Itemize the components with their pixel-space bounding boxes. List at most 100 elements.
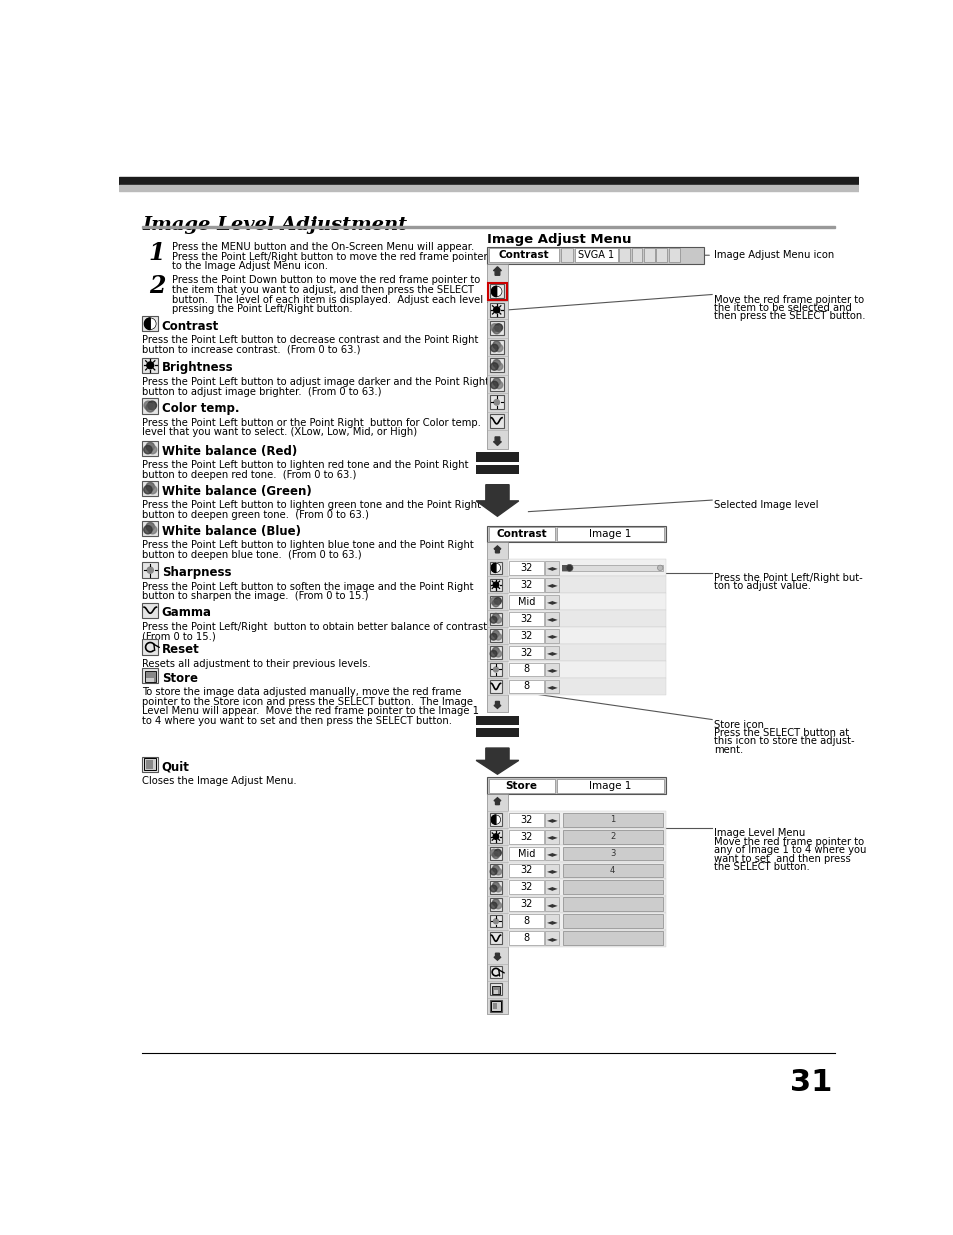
Text: the item that you want to adjust, and then press the SELECT: the item that you want to adjust, and th…: [172, 285, 474, 295]
Bar: [562, 846, 661, 861]
Circle shape: [495, 382, 502, 389]
Bar: [142, 441, 158, 456]
Text: Sharpness: Sharpness: [162, 567, 232, 579]
Bar: [489, 630, 501, 642]
Circle shape: [490, 885, 497, 892]
FancyArrow shape: [494, 546, 500, 553]
Text: 32: 32: [519, 831, 532, 841]
Text: 32: 32: [519, 899, 532, 909]
Wedge shape: [491, 563, 496, 573]
Circle shape: [147, 362, 153, 369]
Text: Mid: Mid: [517, 848, 535, 858]
Bar: [545, 611, 558, 626]
Bar: [545, 931, 558, 945]
Bar: [487, 777, 665, 794]
Circle shape: [493, 919, 497, 924]
Bar: [545, 914, 558, 929]
Circle shape: [495, 634, 501, 640]
Bar: [562, 898, 661, 911]
Circle shape: [495, 885, 501, 892]
Text: 31: 31: [789, 1068, 831, 1098]
Circle shape: [491, 563, 500, 573]
Bar: [489, 882, 501, 894]
Circle shape: [492, 647, 498, 655]
Bar: [509, 578, 543, 592]
Bar: [545, 662, 558, 677]
Bar: [489, 830, 501, 842]
Bar: [142, 226, 835, 227]
Circle shape: [492, 866, 498, 872]
Text: ◄►: ◄►: [546, 866, 558, 874]
FancyArrow shape: [494, 953, 500, 960]
Text: 2: 2: [609, 832, 615, 841]
Bar: [489, 915, 501, 927]
Text: Press the Point Left/Right button to move the red frame pointer: Press the Point Left/Right button to mov…: [172, 252, 487, 262]
Text: button to deepen green tone.  (From 0 to 63.): button to deepen green tone. (From 0 to …: [142, 510, 369, 520]
Text: Level Menu will appear.  Move the red frame pointer to the Image 1: Level Menu will appear. Move the red fra…: [142, 706, 479, 716]
Wedge shape: [491, 815, 496, 824]
Bar: [119, 178, 858, 185]
FancyArrow shape: [493, 437, 500, 446]
Bar: [545, 646, 558, 659]
Text: Move the red frame pointer to: Move the red frame pointer to: [713, 294, 862, 305]
Bar: [557, 527, 663, 541]
Text: Image Level Menu: Image Level Menu: [713, 829, 804, 839]
Text: Color temp.: Color temp.: [162, 403, 239, 415]
Circle shape: [144, 526, 152, 534]
Bar: [545, 898, 558, 911]
Bar: [487, 542, 507, 711]
Bar: [575, 248, 617, 262]
Bar: [489, 680, 501, 693]
Text: Press the Point Left/Right  button to obtain better balance of contrast.: Press the Point Left/Right button to obt…: [142, 621, 491, 632]
Text: button to deepen red tone.  (From 0 to 63.): button to deepen red tone. (From 0 to 63…: [142, 469, 356, 479]
Text: SVGA 1: SVGA 1: [578, 251, 614, 261]
Bar: [489, 395, 503, 409]
Circle shape: [149, 526, 156, 534]
Bar: [557, 779, 663, 793]
Bar: [562, 881, 661, 894]
Bar: [489, 562, 501, 574]
Bar: [476, 452, 518, 462]
Text: 8: 8: [523, 682, 529, 692]
Bar: [487, 264, 507, 448]
Circle shape: [495, 616, 501, 624]
Bar: [489, 414, 503, 427]
Bar: [142, 358, 158, 373]
Bar: [489, 358, 503, 372]
Bar: [545, 629, 558, 642]
Circle shape: [490, 324, 498, 331]
Bar: [561, 566, 569, 571]
Bar: [489, 814, 501, 826]
Circle shape: [492, 600, 498, 606]
Bar: [545, 595, 558, 609]
Text: Store: Store: [162, 672, 197, 684]
Bar: [489, 284, 503, 299]
Circle shape: [490, 868, 497, 874]
Text: to 4 where you want to set and then press the SELECT button.: to 4 where you want to set and then pres…: [142, 716, 452, 726]
Wedge shape: [144, 317, 150, 330]
Circle shape: [492, 899, 498, 905]
Text: Press the Point Left/Right but-: Press the Point Left/Right but-: [713, 573, 862, 583]
Circle shape: [493, 306, 499, 312]
Text: 32: 32: [519, 647, 532, 657]
Bar: [487, 794, 507, 1014]
Bar: [489, 613, 501, 625]
Text: 8: 8: [523, 664, 529, 674]
Circle shape: [490, 651, 497, 657]
Text: pointer to the Store icon and press the SELECT button.  The Image: pointer to the Store icon and press the …: [142, 697, 473, 706]
Bar: [487, 526, 665, 542]
Text: Press the MENU button and the On-Screen Menu will appear.: Press the MENU button and the On-Screen …: [172, 242, 474, 252]
Bar: [545, 830, 558, 844]
Circle shape: [493, 359, 500, 367]
Bar: [507, 678, 665, 695]
Bar: [488, 779, 555, 793]
Circle shape: [495, 651, 501, 657]
Circle shape: [493, 667, 497, 672]
Circle shape: [493, 834, 498, 840]
Bar: [476, 464, 518, 474]
Bar: [618, 248, 629, 262]
Bar: [509, 595, 543, 609]
Text: Contrast: Contrast: [498, 251, 549, 261]
Text: Gamma: Gamma: [162, 606, 212, 619]
Circle shape: [144, 485, 152, 494]
